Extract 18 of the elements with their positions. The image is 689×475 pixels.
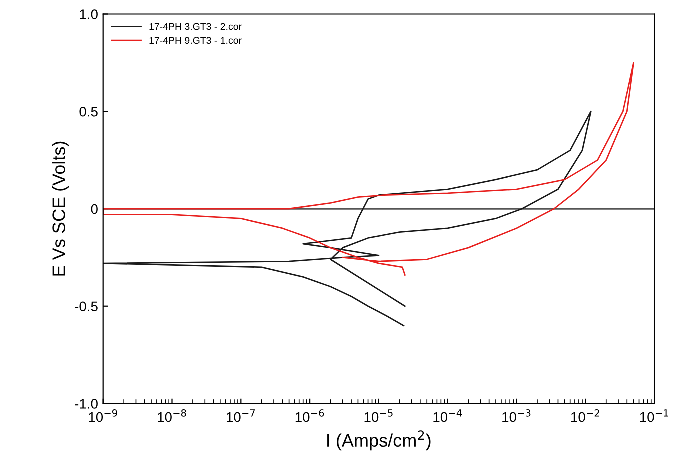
y-tick-label: 0 — [91, 204, 98, 214]
x-tick-label: 10$^{−4}$ — [434, 410, 462, 422]
x-tick-label: 10$^{−5}$ — [364, 410, 393, 422]
legend-label: 17-4PH 3.GT3 - 2.cor — [150, 23, 242, 30]
x-tick-label: 10$^{−1}$ — [640, 410, 668, 422]
y-axis-title: E Vs SCE (Volts) — [52, 142, 69, 276]
y-tick-label: 1.0 — [80, 10, 98, 20]
x-tick-label: 10$^{−7}$ — [227, 410, 256, 422]
x-tick-label: 10$^{−3}$ — [502, 410, 531, 422]
x-tick-label: 10$^{−9}$ — [89, 410, 118, 422]
x-axis-title: I (Amps/cm$^{2}$) — [328, 430, 431, 451]
x-tick-label: 10$^{−2}$ — [572, 410, 600, 422]
y-tick-label: -1.0 — [75, 399, 98, 409]
x-tick-label: 10$^{−8}$ — [158, 410, 186, 422]
x-tick-label: 10$^{−6}$ — [296, 410, 324, 422]
y-tick-label: 0.5 — [80, 106, 98, 117]
y-tick-label: -0.5 — [75, 302, 98, 312]
legend-label: 17-4PH 9.GT3 - 1.cor — [150, 37, 242, 44]
